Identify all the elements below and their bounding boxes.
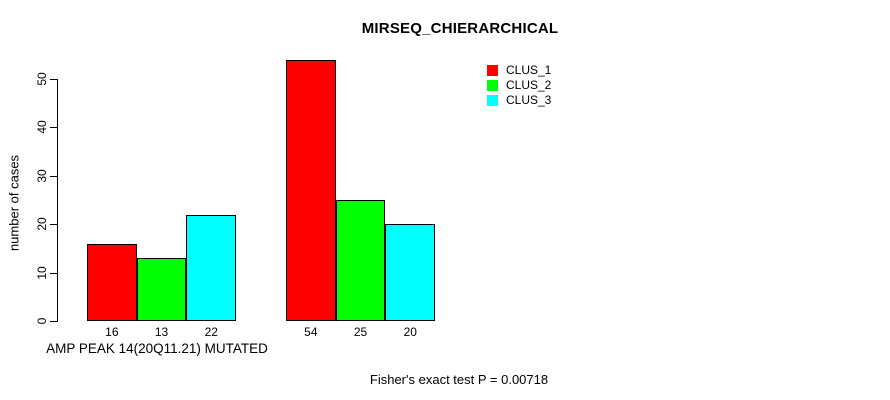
- annotation-fisher-test: Fisher's exact test P = 0.00718: [369, 372, 549, 387]
- legend-label: CLUS_1: [506, 63, 552, 77]
- y-axis-line: [57, 79, 58, 322]
- legend: CLUS_1 CLUS_2 CLUS_3: [487, 63, 551, 108]
- legend-item-clus_2: CLUS_2: [487, 78, 551, 93]
- bar-clus_2-group2: [335, 200, 386, 321]
- y-axis-tick: [50, 79, 57, 80]
- bar-value-label: 20: [403, 325, 417, 339]
- legend-label: CLUS_3: [506, 93, 552, 107]
- y-axis-tick-label: 20: [35, 217, 49, 231]
- legend-swatch-icon: [487, 80, 498, 91]
- y-axis-tick-label: 10: [35, 265, 49, 280]
- bar-value-label: 54: [304, 325, 318, 339]
- bar-value-label: 16: [105, 325, 119, 339]
- bar-value-label: 13: [154, 325, 169, 339]
- y-axis-tick-label: 0: [35, 317, 49, 325]
- x-axis-label: AMP PEAK 14(20Q11.21) MUTATED: [46, 341, 268, 356]
- bar-value-label: 25: [353, 325, 368, 339]
- y-axis-tick: [50, 224, 57, 226]
- chart-title: MIRSEQ_CHIERARCHICAL: [361, 20, 559, 37]
- bar-clus_3-group2: [385, 224, 436, 321]
- y-axis-tick: [50, 127, 57, 129]
- y-axis-tick-label: 50: [35, 72, 49, 86]
- legend-label: CLUS_2: [506, 78, 552, 92]
- y-axis-tick-label: 40: [35, 120, 49, 135]
- bar-clus_1-group1: [87, 243, 137, 321]
- y-axis-label: number of cases: [6, 154, 22, 252]
- y-axis-tick: [50, 321, 57, 322]
- bar-clus_1-group2: [286, 59, 336, 321]
- legend-swatch-icon: [487, 65, 498, 76]
- legend-swatch-icon: [487, 95, 498, 106]
- bar-clus_2-group1: [136, 258, 187, 321]
- bar-value-label: 22: [204, 325, 218, 339]
- legend-item-clus_3: CLUS_3: [487, 93, 551, 108]
- y-axis-tick: [50, 272, 57, 274]
- legend-item-clus_1: CLUS_1: [487, 63, 551, 78]
- y-axis-tick-label: 30: [35, 169, 49, 183]
- bar-clus_3-group1: [186, 214, 237, 321]
- y-axis-tick: [50, 175, 57, 177]
